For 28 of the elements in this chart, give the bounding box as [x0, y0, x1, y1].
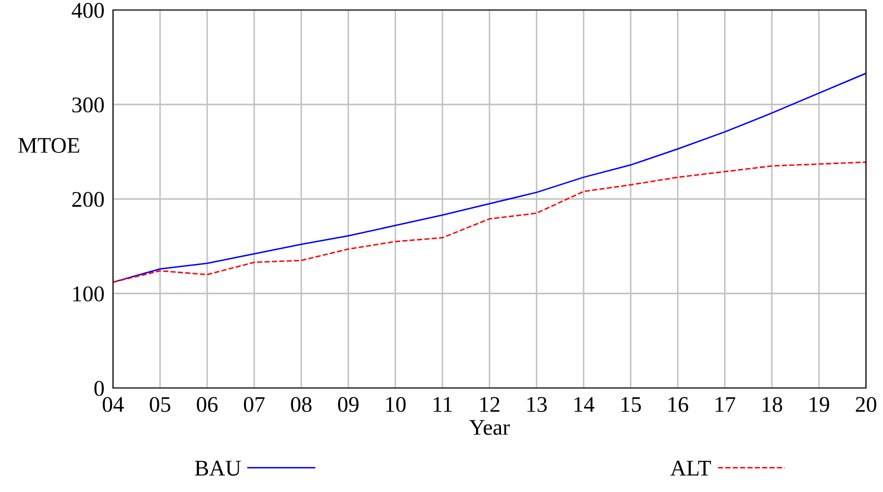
x-tick-label: 13: [527, 397, 547, 412]
x-tick-label: 04: [102, 396, 124, 412]
x-tick-label: 09: [338, 396, 359, 412]
legend-label: BAU: [194, 460, 241, 476]
x-tick-label: 08: [290, 396, 312, 412]
x-tick-label: 05: [150, 396, 170, 412]
legend-label: ALT: [670, 460, 711, 476]
y-tick-label: 400: [72, 2, 104, 18]
x-tick-label: 14: [574, 397, 594, 412]
x-tick-label: 15: [622, 397, 641, 412]
y-axis-title: MTOE: [18, 138, 80, 153]
x-tick-label: 10: [386, 396, 406, 412]
x-tick-label: 19: [810, 397, 830, 412]
x-axis-title: Year: [469, 420, 510, 435]
y-tick-label: 100: [73, 286, 104, 302]
y-tick-label: 300: [72, 97, 104, 112]
x-tick-label: 06: [196, 396, 218, 412]
y-tick-label: 200: [72, 192, 104, 207]
y-tick-label: 0: [94, 380, 104, 396]
x-tick-label: 20: [856, 396, 876, 412]
x-tick-label: 16: [668, 397, 688, 412]
x-tick-label: 11: [434, 397, 452, 412]
line-series: [113, 161, 866, 283]
x-tick-label: 17: [716, 397, 736, 412]
x-tick-label: 12: [480, 397, 500, 412]
line-series: [113, 72, 866, 283]
x-tick-label: 07: [244, 396, 265, 412]
x-tick-label: 18: [762, 396, 782, 412]
